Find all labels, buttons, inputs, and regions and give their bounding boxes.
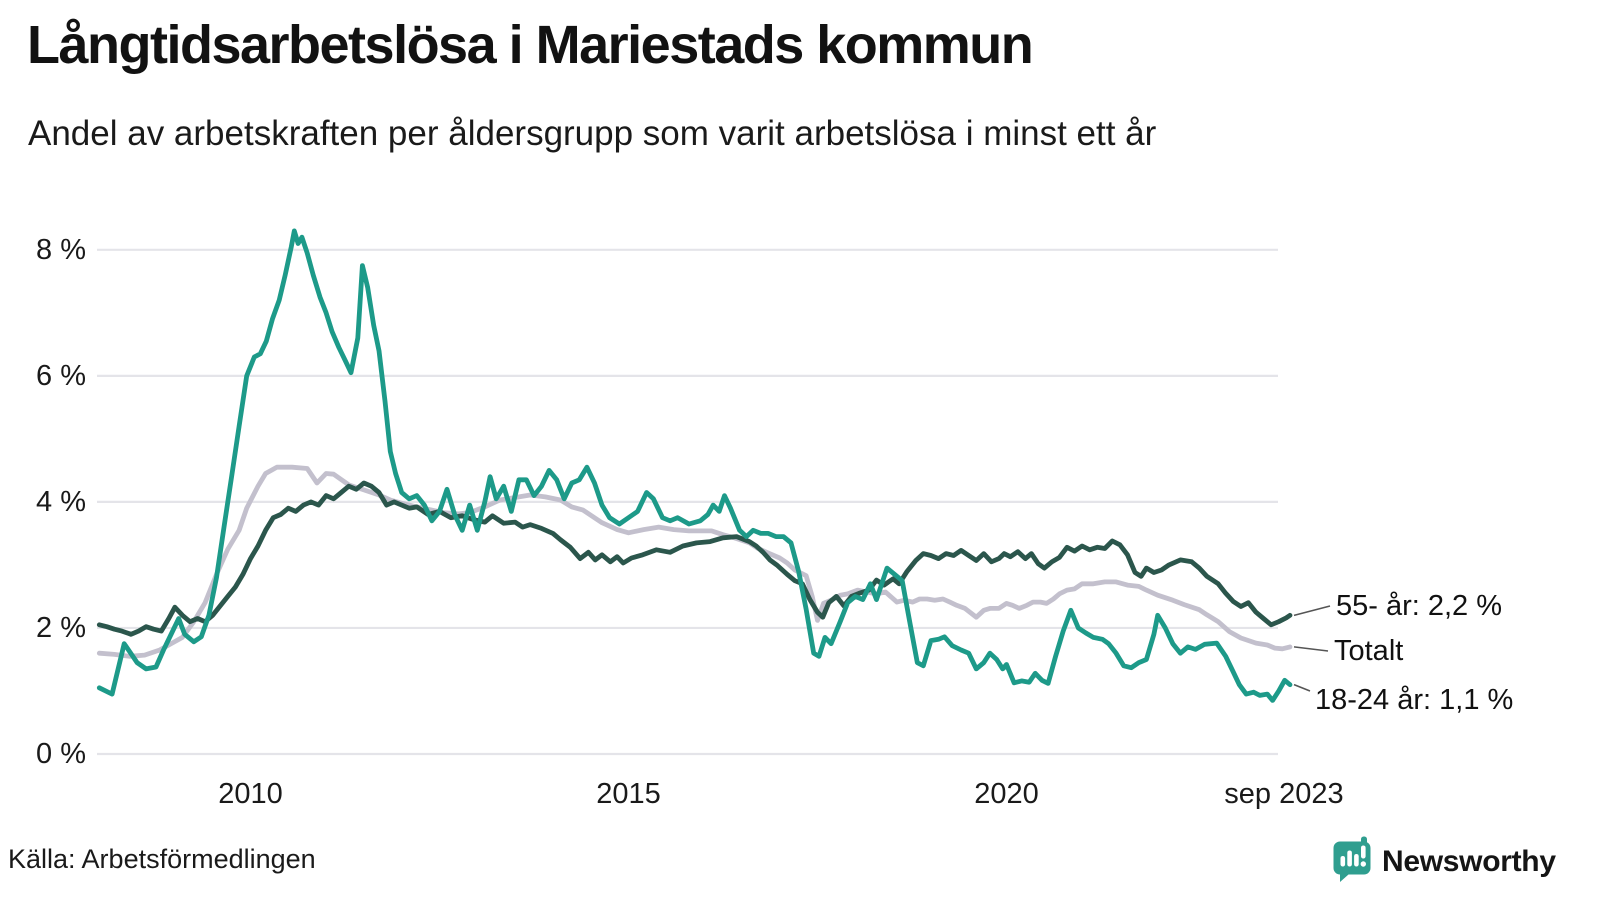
y-tick-label: 8 % [36, 233, 86, 266]
source-note: Källa: Arbetsförmedlingen [8, 844, 316, 874]
brand-name: Newsworthy [1382, 845, 1556, 878]
label-connector [1293, 683, 1311, 692]
label-connector [1293, 605, 1331, 617]
x-tick-label: 2015 [596, 778, 661, 810]
y-tick-label: 0 % [36, 738, 86, 770]
series-end-label-55-ar: 55- år: 2,2 % [1336, 590, 1503, 622]
series-line-55ar [96, 480, 1293, 637]
series-end-label-18-24-ar: 18-24 år: 1,1 % [1315, 684, 1514, 716]
y-tick-label: 4 % [36, 485, 86, 518]
x-tick-label: 2010 [218, 778, 283, 810]
series-line-Totalt [96, 464, 1293, 659]
newsworthy-brand: Newsworthy [1331, 836, 1556, 888]
series-end-label-totalt: Totalt [1334, 635, 1404, 667]
page-title: Långtidsarbetslösa i Mariestads kommun [27, 15, 1034, 75]
series-line-1824ar [96, 228, 1293, 703]
y-tick-label: 6 % [36, 359, 86, 392]
page-subtitle: Andel av arbetskraften per åldersgrupp s… [28, 114, 1157, 153]
y-tick-label: 2 % [36, 611, 86, 644]
x-tick-label: sep 2023 [1224, 778, 1344, 810]
label-connector [1293, 646, 1329, 652]
bar-chart-speech-bubble-icon [1331, 836, 1373, 888]
x-tick-label: 2020 [974, 778, 1039, 810]
